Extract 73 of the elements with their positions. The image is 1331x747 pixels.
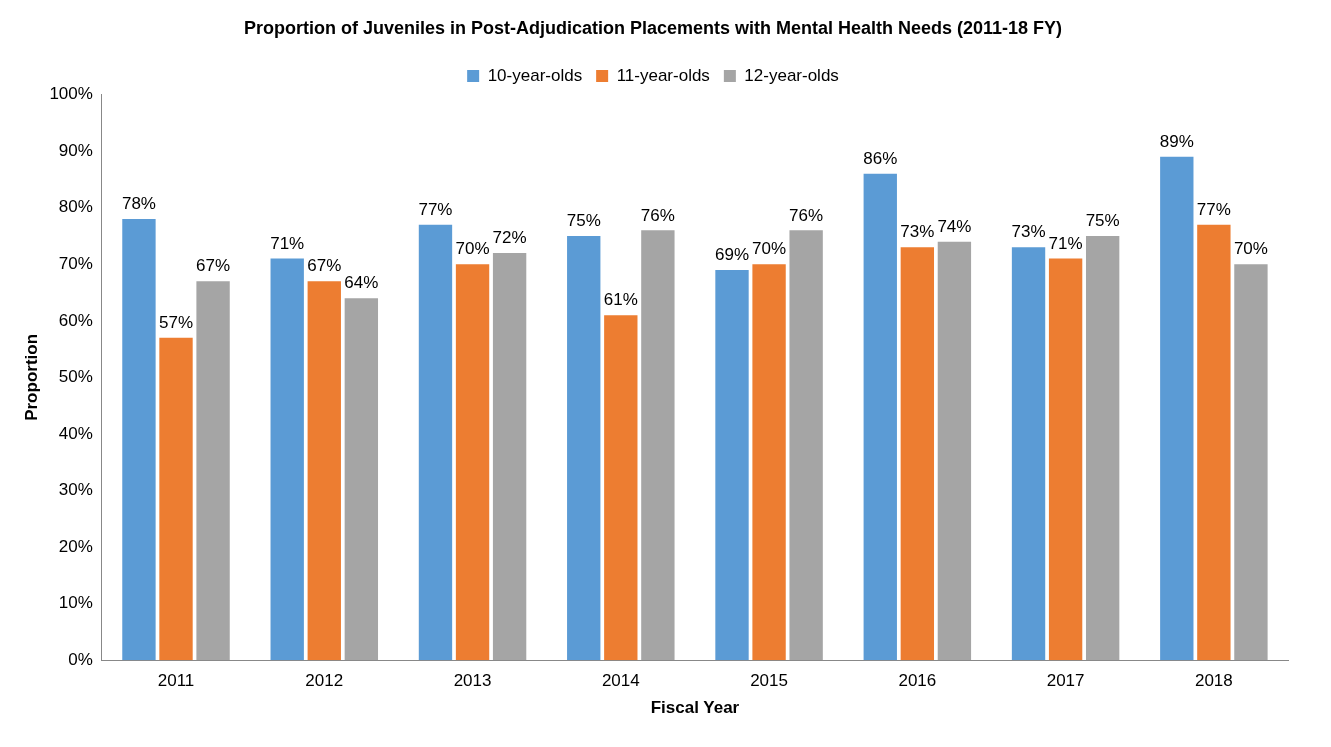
y-axis-title: Proportion <box>21 333 41 421</box>
bar <box>270 258 304 661</box>
data-label: 86% <box>863 148 898 168</box>
y-tick-label: 50% <box>58 367 93 387</box>
y-tick-label: 80% <box>58 197 93 217</box>
data-label: 72% <box>492 228 527 248</box>
data-label: 69% <box>714 245 750 265</box>
legend-label: 11-year-olds <box>616 65 710 85</box>
y-tick-label: 90% <box>58 140 93 160</box>
bar <box>1234 264 1268 661</box>
data-label: 73% <box>900 222 935 242</box>
bar <box>937 241 972 661</box>
bar <box>122 219 156 661</box>
legend-label: 12-year-olds <box>744 65 839 85</box>
data-label: 77% <box>1196 199 1231 219</box>
bar <box>863 173 897 661</box>
data-label: 57% <box>159 313 194 332</box>
x-tick-label: 2018 <box>1194 671 1233 691</box>
data-label: 71% <box>270 233 305 253</box>
y-tick-label: 30% <box>58 480 93 500</box>
y-tick-label: 0% <box>68 649 93 669</box>
data-label: 77% <box>418 199 453 219</box>
data-label: 73% <box>1011 222 1046 242</box>
bar <box>1048 258 1083 661</box>
bar <box>307 281 341 661</box>
data-label: 75% <box>566 211 601 231</box>
bar <box>492 252 527 661</box>
bar <box>1011 247 1046 661</box>
bar <box>567 236 601 661</box>
y-tick-label: 20% <box>58 536 93 556</box>
bar <box>1160 156 1194 661</box>
data-label: 64% <box>344 273 379 293</box>
data-label: 70% <box>455 239 490 259</box>
data-label: 71% <box>1048 233 1083 253</box>
y-tick-label: 100% <box>49 84 93 104</box>
bar <box>641 230 675 661</box>
bar <box>900 247 935 661</box>
data-label: 76% <box>640 205 675 225</box>
data-label: 76% <box>789 205 824 225</box>
x-tick-label: 2013 <box>453 671 492 691</box>
x-tick-label: 2012 <box>305 671 344 691</box>
data-label: 74% <box>937 216 972 236</box>
x-tick-label: 2016 <box>898 671 937 691</box>
y-tick-label: 70% <box>58 253 93 273</box>
data-label: 89% <box>1159 132 1194 151</box>
data-label: 70% <box>1233 239 1268 259</box>
x-tick-label: 2014 <box>601 671 640 691</box>
data-label: 67% <box>196 256 231 276</box>
data-label: 61% <box>603 290 638 310</box>
chart-title: Proportion of Juveniles in Post-Adjudication Placements with Mental Health Needs (2011-18 FY) <box>243 17 1063 38</box>
bar <box>196 281 230 661</box>
data-label: 70% <box>752 239 787 259</box>
x-tick-label: 2017 <box>1046 671 1085 691</box>
bar <box>1085 236 1120 661</box>
data-label: 78% <box>121 194 156 214</box>
data-label: 67% <box>307 256 342 276</box>
data-label: 75% <box>1085 211 1120 231</box>
x-tick-label: 2015 <box>750 671 788 691</box>
bar <box>752 264 786 661</box>
bar <box>1197 224 1231 661</box>
legend-label: 10-year-olds <box>487 65 583 85</box>
y-tick-label: 40% <box>58 423 93 443</box>
y-tick-label: 60% <box>58 310 93 330</box>
bar <box>715 269 749 661</box>
bar <box>455 264 490 661</box>
y-tick-label: 10% <box>58 593 93 613</box>
bar <box>344 298 379 661</box>
bar <box>159 337 193 661</box>
bar <box>789 230 823 661</box>
bar <box>418 224 453 661</box>
x-axis-title: Fiscal Year <box>650 698 740 718</box>
x-tick-label: 2011 <box>157 671 195 691</box>
bar <box>604 315 638 661</box>
